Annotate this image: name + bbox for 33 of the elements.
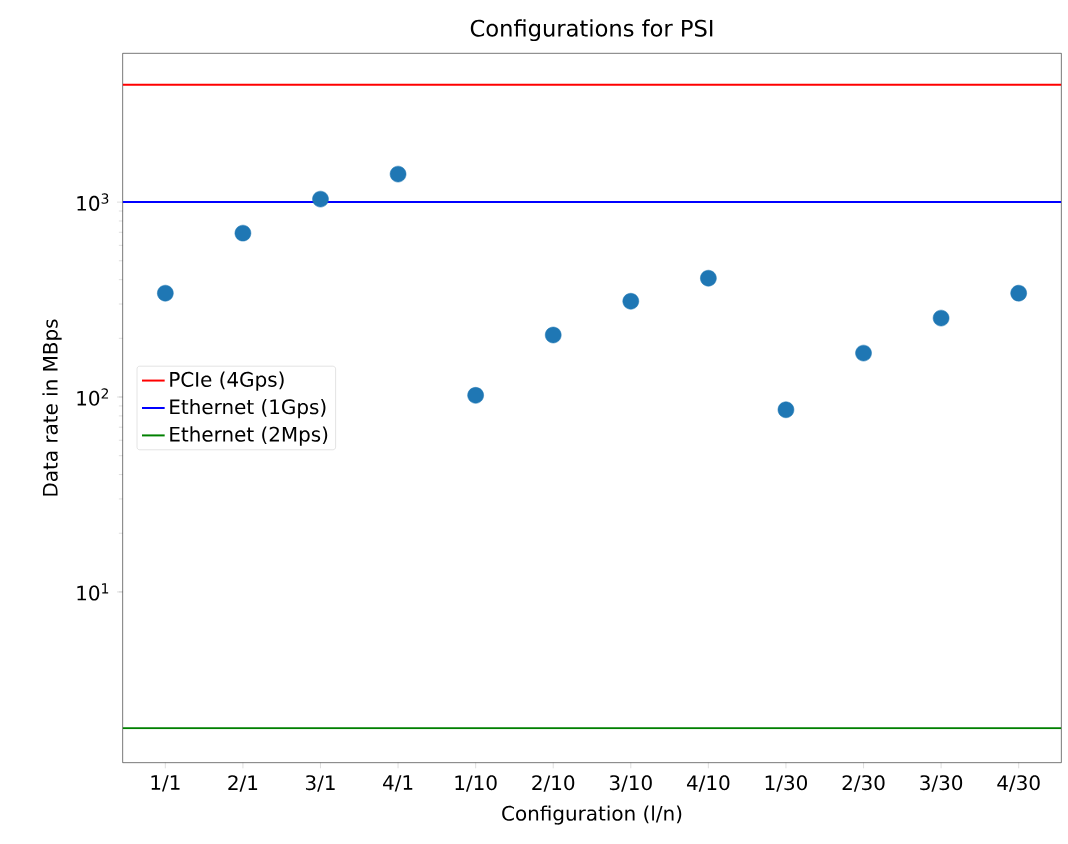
point	[622, 293, 640, 310]
y-tick-label: 10$^{1}$	[77, 583, 109, 601]
x-axis-title: Configuration (l/n)	[502, 805, 682, 825]
point	[389, 165, 407, 183]
x-tick-label: 4/10	[686, 775, 730, 792]
point	[855, 344, 872, 362]
chart-title: Configurations for PSI	[470, 19, 713, 42]
x-tick-label: 3/30	[920, 775, 963, 792]
y-tick-label: 10$^{3}$	[77, 193, 109, 211]
x-tick-label: 4/1	[383, 775, 413, 792]
x-tick-label: 3/1	[305, 775, 335, 792]
point	[312, 190, 329, 208]
legend-label: Ethernet (1Gps)	[170, 398, 326, 419]
point	[1010, 284, 1027, 302]
x-tick-label: 1/1	[151, 775, 180, 792]
point	[157, 284, 174, 302]
y-axis-title: Data rate in MBps	[42, 319, 62, 496]
point	[932, 309, 950, 327]
legend-label: PCIe (4Gps)	[170, 371, 284, 391]
x-tick-label: 2/1	[228, 775, 258, 792]
point	[700, 269, 717, 287]
x-tick-label: 2/10	[532, 775, 575, 792]
point	[234, 224, 252, 242]
point	[467, 387, 484, 404]
x-tick-label: 1/30	[765, 775, 807, 792]
x-tick-label: 4/30	[997, 775, 1040, 792]
point	[777, 401, 795, 419]
x-tick-label: 3/10	[609, 775, 652, 792]
x-tick-label: 1/10	[455, 775, 497, 792]
x-tick-label: 2/30	[842, 775, 885, 792]
legend-label: Ethernet (2Mps)	[170, 426, 328, 446]
y-tick-label: 10$^{2}$	[77, 388, 109, 406]
point	[544, 326, 562, 344]
